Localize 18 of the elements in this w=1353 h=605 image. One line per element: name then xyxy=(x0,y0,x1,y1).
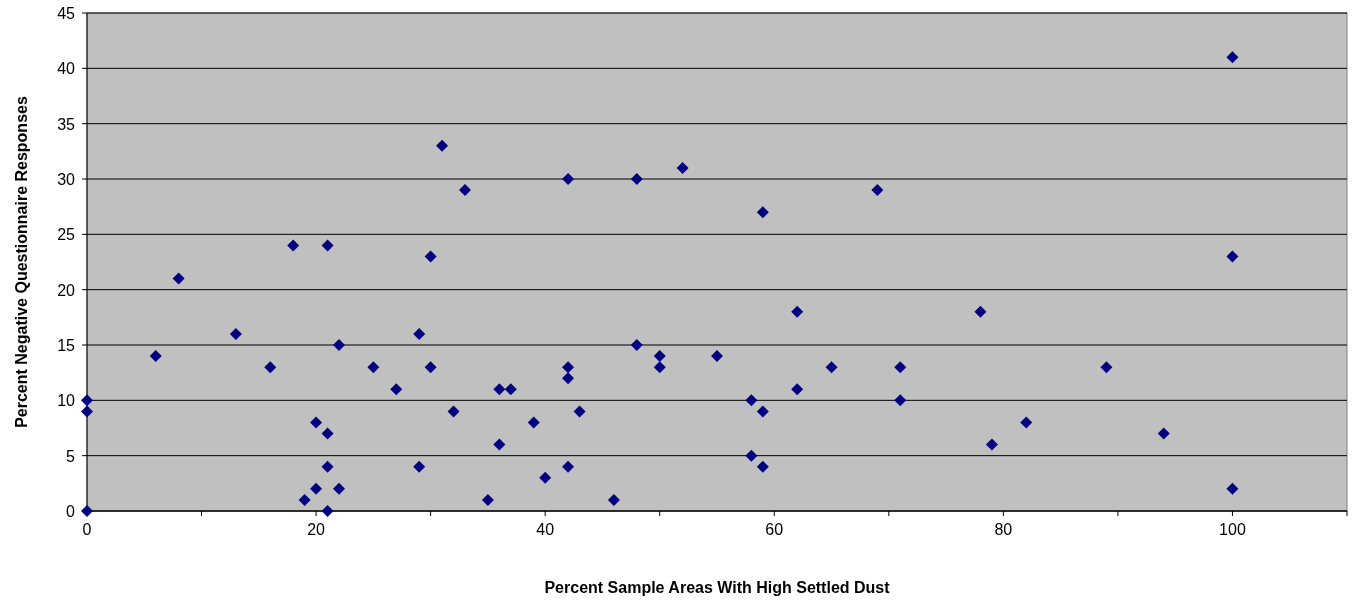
y-tick-label: 40 xyxy=(57,60,76,78)
y-tick-label: 5 xyxy=(66,447,76,465)
y-tick-label: 35 xyxy=(57,115,76,133)
y-tick-label: 30 xyxy=(57,171,76,188)
x-tick-label: 80 xyxy=(994,521,1013,538)
y-tick-label: 10 xyxy=(57,392,76,410)
y-tick-label: 15 xyxy=(57,337,76,354)
x-axis-title: Percent Sample Areas With High Settled Dust xyxy=(544,579,891,596)
x-tick-label: 60 xyxy=(765,521,784,538)
y-tick-label: 0 xyxy=(66,503,76,520)
y-tick-label: 25 xyxy=(57,226,76,244)
y-axis-title: Percent Negative Questionnaire Responses xyxy=(13,96,30,428)
y-tick-label: 20 xyxy=(57,281,76,299)
x-tick-label: 40 xyxy=(536,521,555,538)
x-tick-label: 20 xyxy=(307,521,326,538)
x-tick-label: 100 xyxy=(1219,521,1246,538)
y-tick-label: 45 xyxy=(57,5,76,22)
x-tick-label: 0 xyxy=(82,521,92,538)
